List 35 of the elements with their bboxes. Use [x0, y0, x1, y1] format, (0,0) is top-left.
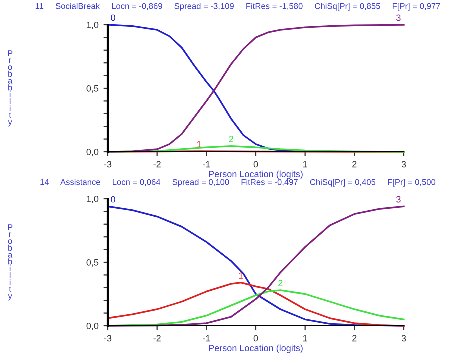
- x-tick-label: -2: [154, 335, 161, 342]
- y-tick-label: 1,0: [87, 196, 99, 204]
- y-tick-label: 0,5: [86, 259, 99, 267]
- text: Probability: [8, 50, 13, 127]
- y-tick-label: 0,0: [86, 322, 99, 330]
- x-axis-title: Person Location (logits): [209, 344, 303, 354]
- x-tick-label: 3: [402, 335, 406, 342]
- y-tick-label: 0,0: [86, 148, 99, 156]
- series-label: 2: [229, 136, 234, 142]
- line-series: [107, 24, 405, 153]
- x-tick-label: 0: [254, 161, 258, 168]
- x-tick-label: -3: [104, 161, 112, 168]
- x-tick-label: 2: [352, 161, 357, 168]
- series-label: 2: [278, 280, 283, 286]
- series-label: 0: [111, 14, 116, 22]
- series-label: 3: [396, 196, 401, 203]
- x-tick-label: -3: [104, 335, 112, 342]
- series-label: 0: [111, 196, 116, 203]
- x-tick-label: 3: [402, 161, 406, 168]
- series-label: 1: [239, 272, 244, 279]
- x-tick-label: 0: [254, 335, 258, 342]
- chart-title: 14 Assistance Locn = 0,064 Spread = 0,100 FitRes = -0,497 ChiSq[Pr] = 0,405 F[Pr] = 0,500: [40, 179, 436, 187]
- x-tick-label: 1: [304, 161, 308, 168]
- text: Probability: [8, 224, 13, 301]
- x-axis-title: Person Location (logits): [209, 170, 303, 180]
- x-tick-label: -1: [203, 335, 210, 342]
- y-tick-label: 1,0: [87, 22, 99, 30]
- series-label: 1: [197, 141, 202, 148]
- chart-title: 11 SocialBreak Locn = -0,869 Spread = -3,109 FitRes = -1,580 ChiSq[Pr] = 0,855 F[Pr] = 0,977: [36, 3, 440, 11]
- x-tick-label: 1: [304, 335, 308, 342]
- y-tick-label: 0,5: [86, 85, 99, 93]
- x-tick-label: -1: [203, 161, 210, 168]
- x-tick-label: -2: [154, 161, 161, 168]
- x-tick-label: 2: [352, 335, 357, 342]
- series-label: 3: [396, 14, 401, 22]
